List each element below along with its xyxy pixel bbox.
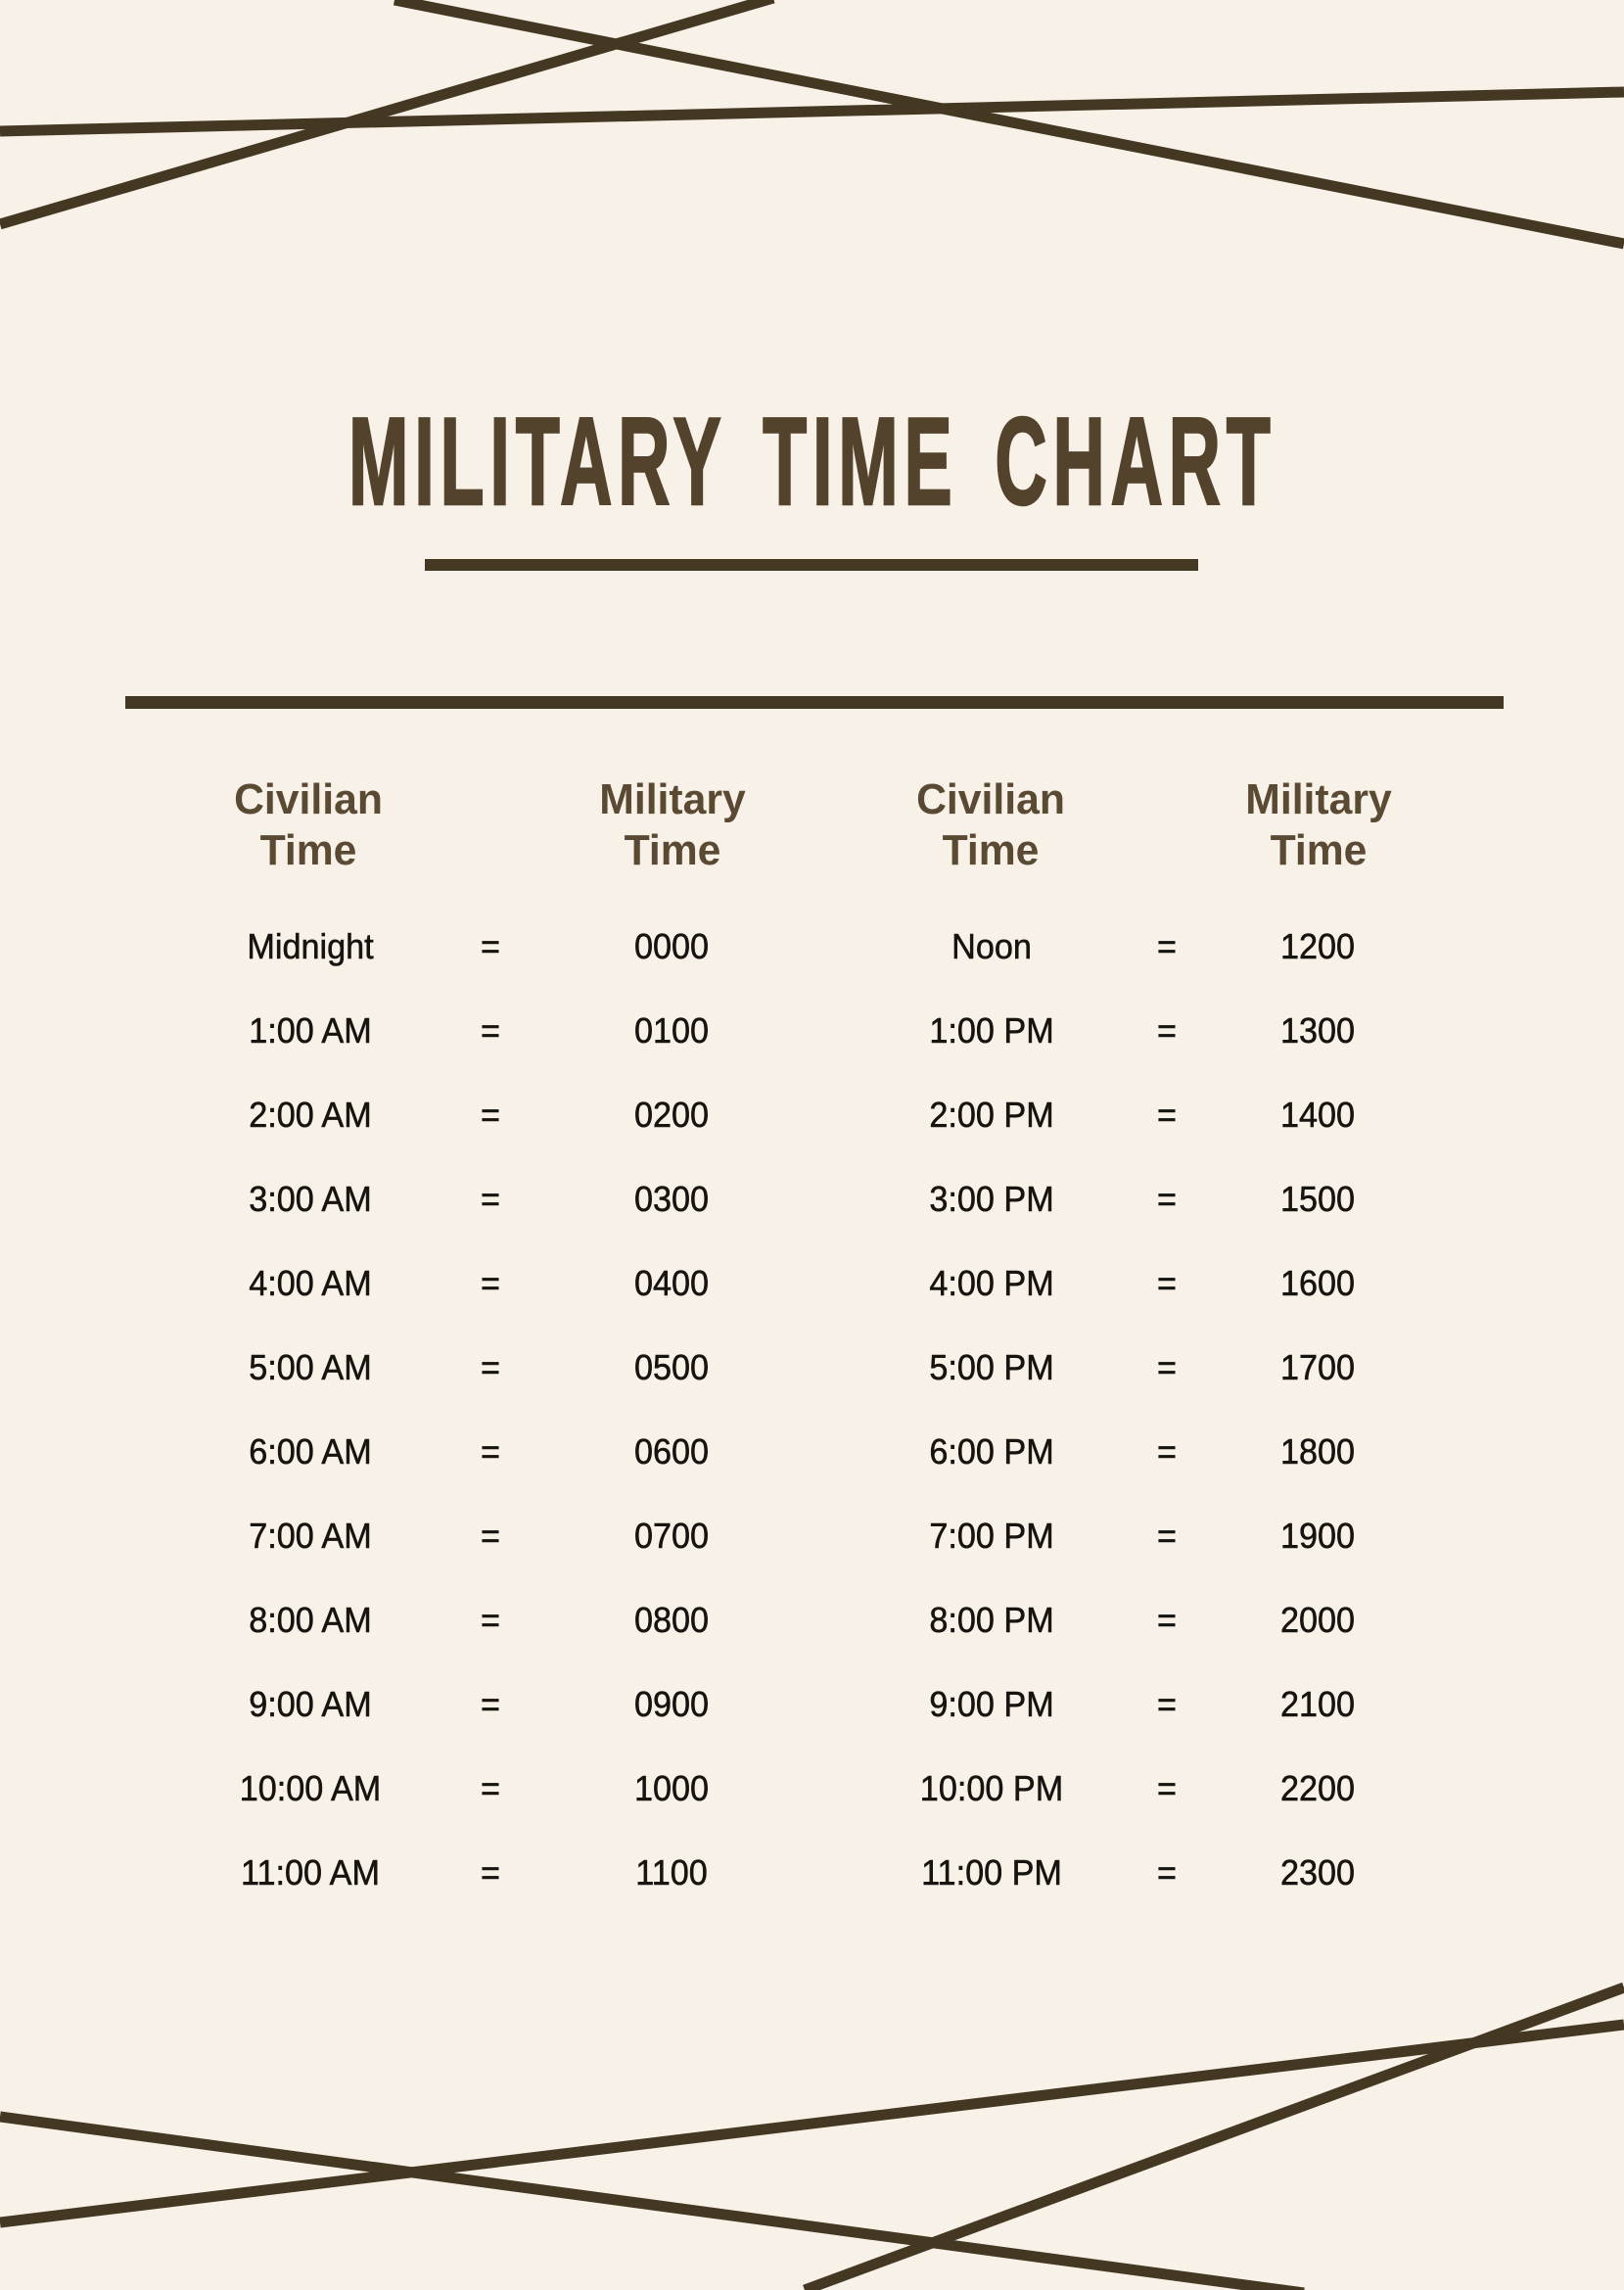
svg-text:MILITARY TIME CHART: MILITARY TIME CHART <box>348 393 1276 532</box>
